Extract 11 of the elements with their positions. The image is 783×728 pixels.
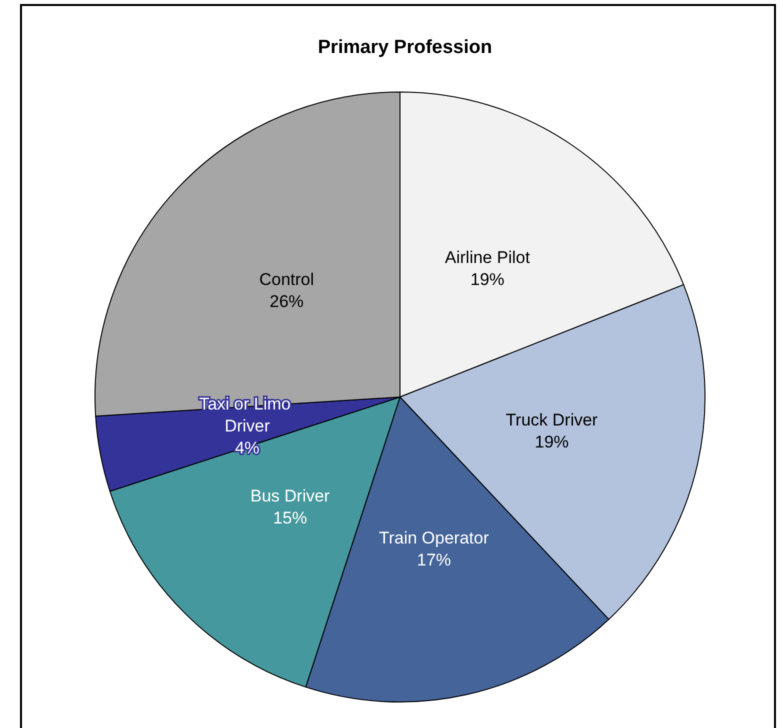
slice-label: Airline Pilot xyxy=(444,248,530,267)
data-label: 19% xyxy=(470,270,504,289)
slice-label: Control xyxy=(259,270,314,290)
slice-label: Truck Driver xyxy=(506,410,598,430)
slice-label: Train Operator xyxy=(378,528,490,548)
data-label: 26% xyxy=(270,292,304,312)
chart-title: Primary Profession xyxy=(318,37,492,58)
data-label: 19% xyxy=(534,432,569,452)
data-label: 15% xyxy=(273,508,308,528)
slice-label: Bus Driver xyxy=(250,486,330,506)
data-label: 17% xyxy=(416,550,451,570)
